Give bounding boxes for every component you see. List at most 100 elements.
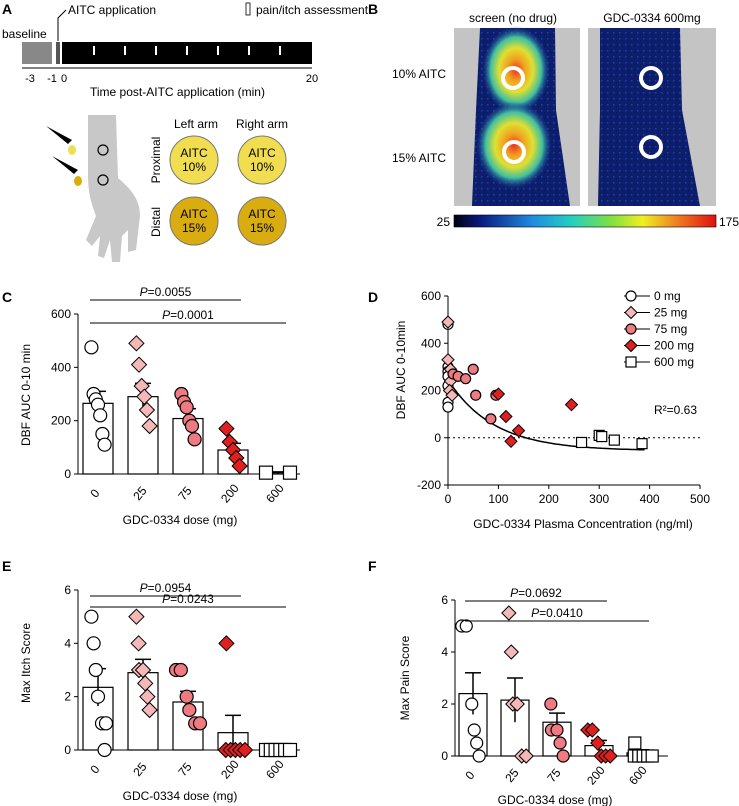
data-point-200 [218, 420, 235, 437]
x-tick-label-75: 75 [544, 766, 564, 785]
data-point-75 [173, 662, 188, 678]
data-point-75 [553, 736, 567, 750]
circle-left-distal: AITC 15% [169, 196, 219, 246]
forearm-perfusion-drug [598, 28, 700, 206]
chart-f-ylabel: Max Pain Score [398, 635, 412, 720]
legend-label: 75 mg [654, 322, 687, 336]
perfusion-image-screen [454, 26, 580, 206]
data-point-75-mg [460, 373, 472, 385]
chart-d-ylabel: DBF AUC 0-10min [394, 321, 408, 420]
x-tick-label-200: 200 [584, 763, 608, 788]
chart-f-xlabel: GDC-0334 dose (mg) [498, 793, 613, 806]
tick-label-0: 0 [61, 73, 67, 85]
chart-e-xlabel: GDC-0334 dose (mg) [123, 789, 238, 803]
data-point-75-mg [467, 363, 479, 375]
data-point-200 [231, 457, 248, 475]
y-tick-label: 6 [64, 583, 71, 597]
legend-marker-200-mg [624, 338, 638, 353]
p-symbol: P [140, 581, 148, 595]
legend-marker-600-mg [625, 356, 637, 368]
roi-circle-top-screen [501, 66, 525, 90]
timeline-tick-labels: -3 -1 0 20 [25, 73, 318, 85]
p-value: =0.0001 [170, 308, 214, 322]
row-label-10-aitc: 10% AITC [392, 67, 446, 81]
data-point-75 [550, 723, 564, 737]
exponential-fit-curve [447, 379, 645, 451]
data-point-75 [179, 689, 194, 704]
color-scale-bar [453, 214, 717, 228]
assessment-tick-marks [93, 46, 281, 55]
x-tick-label: 300 [589, 492, 609, 506]
panel-label-c: C [2, 289, 12, 305]
data-point-0 [467, 723, 481, 737]
y-tick-label: 4 [441, 645, 448, 659]
circle-right-distal-fill [237, 196, 287, 246]
p-symbol: P [162, 592, 170, 606]
data-point-200 [236, 741, 254, 759]
panel-a: A baseline AITC application pain/itch as… [2, 1, 369, 262]
assessment-tick-4 [186, 46, 188, 55]
perfusion-image-drug [588, 28, 716, 206]
assessment-tick-3 [155, 46, 157, 55]
data-point-0 [86, 636, 101, 651]
row-proximal: Proximal [149, 137, 163, 184]
assessment-tick-2 [124, 46, 126, 55]
y-tick-label: 0 [434, 431, 441, 445]
data-point-25 [130, 635, 147, 652]
p-symbol: P [162, 308, 170, 322]
x-tick-label-25: 25 [502, 766, 522, 785]
data-point-0 [465, 697, 479, 711]
data-point-600 [628, 736, 642, 750]
p-symbol: P [140, 285, 148, 299]
assessment-legend-icon [245, 2, 251, 16]
legend-label: 600 mg [654, 355, 694, 369]
p-value-label: P=0.0055 [140, 285, 192, 299]
data-point-600-mg [575, 436, 588, 449]
p-value-label: P=0.0954 [140, 581, 192, 595]
tick-label-20: 20 [306, 73, 318, 85]
chart-d-xlabel: GDC-0334 Plasma Concentration (ng/ml) [473, 517, 692, 531]
arm-site-distal [97, 174, 109, 186]
circle-right-proximal-line2: 10% [250, 160, 274, 174]
y-tick-label: 600 [421, 289, 441, 303]
circle-left-proximal-line2: 10% [182, 160, 206, 174]
y-tick-label: 200 [51, 414, 71, 428]
data-point-25 [130, 356, 148, 373]
data-point-200-mg [511, 423, 526, 438]
data-point-25 [128, 335, 145, 352]
x-tick-label-0: 0 [87, 762, 102, 776]
data-point-0 [93, 408, 108, 423]
circle-right-distal-line1: AITC [248, 207, 276, 221]
aitc-label: AITC application [68, 3, 156, 17]
chart-c-ylabel: DBF AUC 0-10 min [19, 344, 33, 446]
data-point-25 [141, 701, 158, 719]
p-value-label: P=0.0692 [510, 586, 562, 600]
color-scale-max: 175 [719, 215, 739, 229]
data-point-0 [472, 749, 486, 763]
column-left-arm: Left arm [174, 117, 218, 131]
circle-right-distal-line2: 15% [250, 221, 274, 235]
aitc-pointer-line [57, 9, 67, 41]
legend-marker-25-mg [624, 305, 638, 320]
p-value: =0.0954 [148, 581, 192, 595]
data-point-75 [556, 749, 570, 763]
legend-label: 200 mg [654, 339, 694, 353]
data-point-0 [470, 736, 484, 750]
data-point-75 [544, 697, 558, 711]
circle-left-distal-line2: 15% [182, 221, 206, 235]
data-point-600-mg [636, 438, 648, 450]
y-tick-label: 6 [441, 593, 448, 607]
data-point-200 [584, 722, 600, 738]
assessment-tick-5 [217, 46, 219, 55]
data-point-25 [509, 696, 525, 712]
x-tick-label-600: 600 [626, 763, 650, 788]
circle-right-proximal: AITC 10% [237, 135, 287, 185]
data-point-0 [84, 609, 99, 624]
data-point-200-mg [564, 397, 579, 412]
data-point-200 [218, 635, 235, 652]
data-point-25 [136, 388, 153, 405]
data-point-25-mg [445, 388, 459, 402]
